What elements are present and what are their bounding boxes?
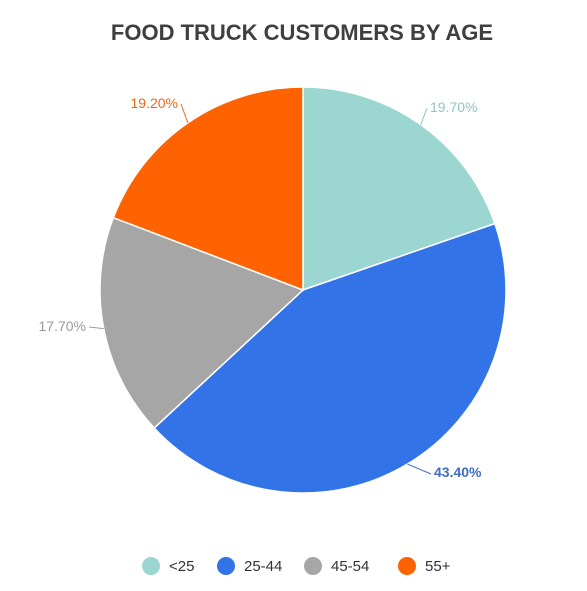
pie-slice-1 <box>302 86 496 292</box>
pie-slices <box>99 86 507 494</box>
legend-label-1: <25 <box>169 558 194 575</box>
legend-label-4: 55+ <box>425 558 451 575</box>
legend-item-2: 25-44 <box>217 557 282 575</box>
chart-title: FOOD TRUCK CUSTOMERS BY AGE <box>111 20 493 45</box>
slice-label-2: 43.40% <box>434 464 482 480</box>
leader-line-1 <box>420 107 428 125</box>
slice-label-1: 19.70% <box>430 99 477 115</box>
legend-swatch-3 <box>304 557 322 575</box>
leader-line-3 <box>88 326 104 330</box>
slice-label-3: 17.70% <box>39 318 86 334</box>
legend-label-3: 45-54 <box>331 558 369 575</box>
legend-swatch-4 <box>398 557 416 575</box>
legend-item-1: <25 <box>142 557 194 575</box>
legend-item-3: 45-54 <box>304 557 369 575</box>
slice-labels: 19.70% 43.40% 17.70% 19.20% <box>39 95 483 480</box>
pie-slice-2 <box>153 222 507 494</box>
legend-item-4: 55+ <box>398 557 451 575</box>
pie-slice-4 <box>112 86 304 292</box>
legend: <25 25-44 45-54 55+ <box>142 557 451 575</box>
legend-swatch-1 <box>142 557 160 575</box>
legend-label-2: 25-44 <box>244 558 282 575</box>
legend-swatch-2 <box>217 557 235 575</box>
slice-label-4: 19.20% <box>131 95 178 111</box>
leader-line-2 <box>407 463 432 475</box>
leader-line-4 <box>180 103 189 123</box>
